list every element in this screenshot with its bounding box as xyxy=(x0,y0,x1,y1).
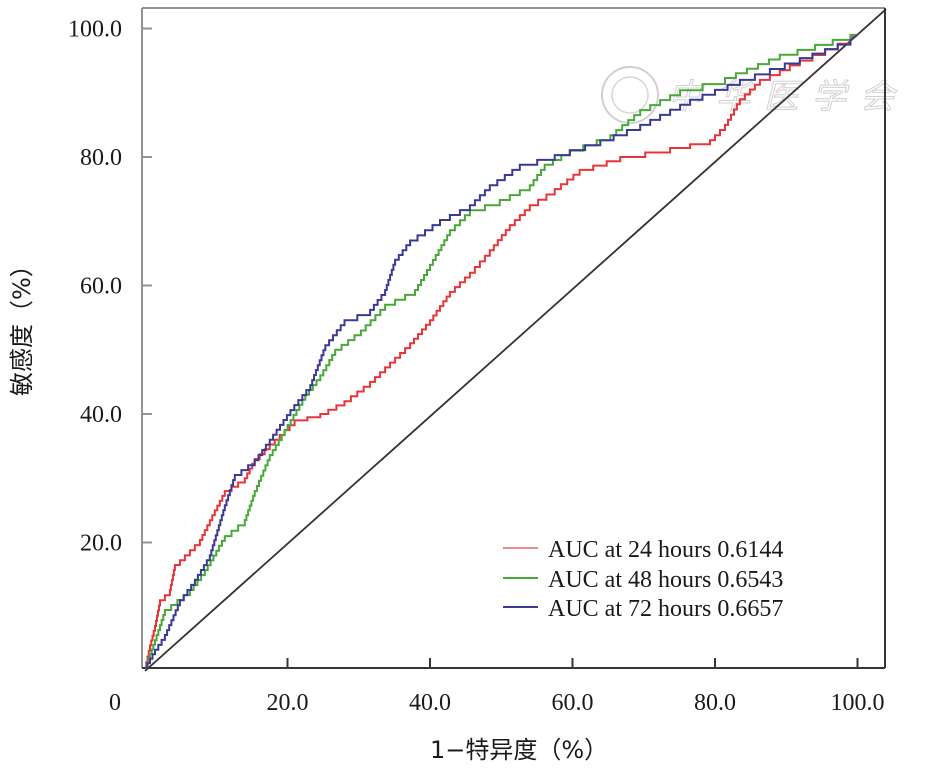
legend-item-72h: AUC at 72 hours 0.6657 xyxy=(503,596,783,622)
y-tick-label: 20.0 xyxy=(80,531,122,557)
legend: AUC at 24 hours 0.6144 AUC at 48 hours 0… xyxy=(503,537,783,622)
series-layer xyxy=(144,8,887,672)
legend-label-24h: AUC at 24 hours 0.6144 xyxy=(548,537,783,563)
x-tick-label: 100.0 xyxy=(831,690,885,716)
y-tick-label: 100.0 xyxy=(68,17,122,43)
roc-curve-24h xyxy=(145,33,858,669)
ticks-layer: 20.0 40.0 60.0 80.0 100.0 0 20.0 40.0 60.0 80.0 10… xyxy=(68,17,885,717)
x-tick-label: 80.0 xyxy=(694,690,736,716)
roc-curve-72h xyxy=(145,34,859,669)
watermark-emblem-inner-icon xyxy=(611,76,649,114)
y-tick-label: 40.0 xyxy=(80,402,122,428)
y-tick-label: 60.0 xyxy=(80,274,122,300)
x-tick-label: 40.0 xyxy=(409,690,451,716)
x-tick-label: 60.0 xyxy=(552,690,594,716)
legend-item-24h: AUC at 24 hours 0.6144 xyxy=(503,537,783,563)
x-axis-title: 1−特异度（%） xyxy=(430,736,608,764)
x-tick-label: 0 xyxy=(109,690,121,716)
reference-diagonal-line xyxy=(144,8,887,672)
watermark-emblem-icon xyxy=(601,66,659,124)
x-tick-label: 20.0 xyxy=(267,690,309,716)
legend-label-72h: AUC at 72 hours 0.6657 xyxy=(548,596,783,622)
y-tick-label: 80.0 xyxy=(80,145,122,171)
legend-item-48h: AUC at 48 hours 0.6543 xyxy=(503,567,783,593)
y-axis-title: 敏感度（%） xyxy=(8,253,36,396)
plot-frame xyxy=(141,7,886,669)
legend-label-48h: AUC at 48 hours 0.6543 xyxy=(548,567,783,593)
